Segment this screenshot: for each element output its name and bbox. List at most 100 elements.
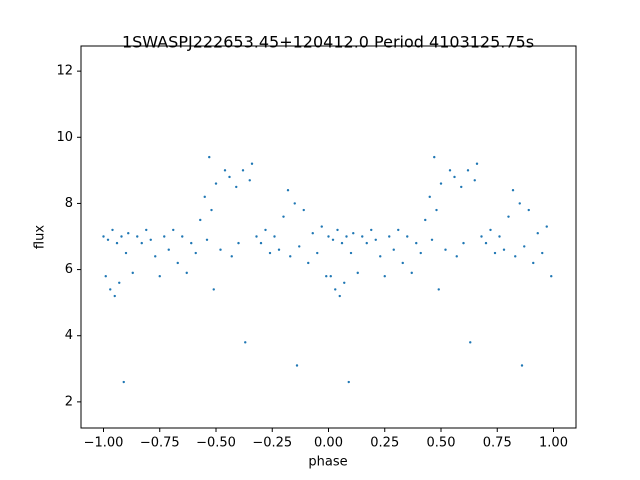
data-point: [223, 169, 227, 172]
y-tick-label: 4: [65, 328, 73, 343]
data-point: [356, 271, 359, 275]
data-point: [527, 208, 530, 212]
data-point: [145, 228, 148, 232]
data-point: [102, 235, 105, 238]
data-point: [365, 241, 368, 245]
data-point: [140, 241, 143, 245]
data-point: [190, 241, 193, 245]
data-point: [424, 218, 427, 222]
data-point: [345, 235, 348, 238]
data-point: [131, 271, 134, 275]
data-point: [523, 245, 526, 248]
x-tick-label: 1.00: [539, 436, 568, 451]
data-point: [489, 228, 492, 232]
data-point: [338, 294, 341, 298]
data-point: [208, 155, 211, 159]
data-point: [388, 235, 391, 238]
data-point: [149, 238, 152, 242]
data-point: [336, 228, 339, 232]
data-point: [273, 235, 276, 238]
data-point: [259, 241, 263, 245]
data-point: [248, 179, 251, 182]
data-point: [502, 248, 506, 251]
x-tick-label: −1.00: [84, 436, 124, 451]
data-point: [185, 271, 188, 275]
data-point: [453, 175, 456, 179]
data-point: [439, 182, 443, 185]
data-point: [475, 162, 479, 165]
data-point: [334, 288, 337, 291]
x-tick-label: 0.50: [427, 436, 456, 451]
data-point: [111, 228, 114, 232]
data-point: [212, 288, 215, 291]
data-point: [462, 241, 465, 245]
x-tick-label: −0.75: [140, 436, 180, 451]
data-point: [428, 195, 431, 199]
x-tick-label: −0.50: [196, 436, 236, 451]
data-point: [331, 238, 335, 242]
data-point: [277, 248, 281, 251]
y-tick-label: 6: [65, 262, 73, 277]
data-point: [176, 261, 179, 265]
x-axis-label: phase: [308, 455, 347, 470]
data-point: [437, 288, 440, 291]
data-point: [397, 228, 400, 232]
data-point: [241, 169, 245, 172]
data-point: [214, 182, 218, 185]
data-point: [374, 238, 377, 242]
data-point: [327, 235, 330, 238]
data-point: [109, 288, 112, 291]
data-point: [484, 241, 488, 245]
data-point: [210, 208, 213, 212]
data-point: [255, 235, 258, 238]
data-point: [498, 235, 501, 238]
data-point: [370, 228, 373, 232]
data-point: [419, 251, 422, 255]
data-point: [228, 175, 231, 179]
data-point: [480, 235, 483, 238]
data-point: [550, 274, 553, 278]
data-point: [104, 274, 107, 278]
data-point: [383, 274, 386, 278]
x-tick-label: 0.25: [370, 436, 399, 451]
data-point: [466, 169, 470, 172]
data-point: [282, 215, 285, 218]
data-point: [415, 241, 418, 245]
data-point: [325, 274, 328, 278]
data-point: [295, 364, 299, 367]
data-point: [433, 155, 436, 159]
data-point: [536, 231, 539, 235]
data-point: [199, 218, 202, 222]
data-point: [392, 248, 395, 251]
data-point: [379, 255, 382, 258]
data-point: [444, 248, 447, 251]
data-point: [172, 228, 175, 232]
data-point: [235, 185, 238, 189]
data-point: [430, 238, 434, 242]
data-point: [520, 364, 524, 367]
data-point: [167, 248, 170, 251]
data-point: [136, 235, 139, 238]
data-point: [507, 215, 510, 218]
data-point: [230, 255, 233, 258]
data-point: [401, 261, 404, 265]
data-point: [115, 241, 119, 245]
y-tick-label: 2: [65, 394, 73, 409]
data-point: [286, 189, 290, 192]
data-point: [340, 241, 344, 245]
data-point: [163, 235, 166, 238]
data-point: [122, 380, 125, 384]
data-point: [311, 231, 314, 235]
data-point: [361, 235, 364, 238]
y-axis-label: flux: [33, 225, 48, 249]
data-point: [113, 294, 116, 298]
y-tick-label: 12: [56, 64, 73, 79]
data-point: [511, 189, 515, 192]
data-point: [352, 231, 355, 235]
data-point: [541, 251, 544, 255]
x-tick-label: −0.25: [252, 436, 292, 451]
data-point: [460, 185, 463, 189]
data-point: [127, 231, 130, 235]
data-point: [302, 208, 305, 212]
data-point: [298, 245, 301, 248]
